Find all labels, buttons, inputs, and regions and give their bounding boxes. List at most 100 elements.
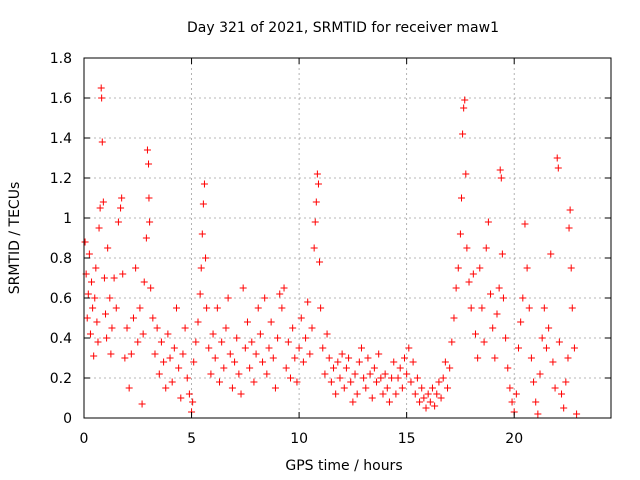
data-point bbox=[566, 206, 574, 214]
data-point bbox=[508, 398, 516, 406]
data-point bbox=[200, 180, 208, 188]
data-point bbox=[145, 194, 153, 202]
data-point bbox=[250, 378, 258, 386]
data-point bbox=[237, 390, 245, 398]
data-point bbox=[338, 350, 346, 358]
data-point bbox=[413, 374, 421, 382]
data-point bbox=[98, 94, 106, 102]
axis-ticks bbox=[83, 57, 611, 419]
data-point bbox=[168, 378, 176, 386]
data-point bbox=[289, 324, 297, 332]
data-point bbox=[175, 364, 183, 372]
data-points bbox=[81, 84, 581, 418]
data-point bbox=[564, 354, 572, 362]
data-point bbox=[269, 354, 277, 362]
data-point bbox=[91, 294, 99, 302]
data-point bbox=[256, 330, 264, 338]
data-point bbox=[246, 364, 254, 372]
data-point bbox=[364, 354, 372, 362]
data-point bbox=[280, 284, 288, 292]
data-point bbox=[118, 194, 126, 202]
data-point bbox=[254, 304, 262, 312]
y-tick-label: 0.8 bbox=[50, 251, 72, 267]
data-point bbox=[172, 304, 180, 312]
data-point bbox=[530, 378, 538, 386]
data-point bbox=[525, 304, 533, 312]
y-tick-label: 1.8 bbox=[50, 51, 72, 67]
data-point bbox=[370, 364, 378, 372]
data-point bbox=[480, 338, 488, 346]
data-point bbox=[428, 384, 436, 392]
data-point bbox=[304, 298, 312, 306]
data-point bbox=[129, 314, 137, 322]
data-point bbox=[276, 290, 284, 298]
data-point bbox=[153, 324, 161, 332]
data-point bbox=[157, 338, 165, 346]
data-point bbox=[452, 284, 460, 292]
data-point bbox=[332, 390, 340, 398]
data-point bbox=[381, 370, 389, 378]
data-point bbox=[448, 338, 456, 346]
data-point bbox=[469, 270, 477, 278]
data-point bbox=[347, 378, 355, 386]
data-point bbox=[114, 218, 122, 226]
data-point bbox=[388, 374, 396, 382]
data-point bbox=[316, 258, 324, 266]
data-point bbox=[458, 194, 466, 202]
data-point bbox=[409, 358, 417, 366]
data-point bbox=[474, 354, 482, 362]
data-point bbox=[345, 354, 353, 362]
chart-title: Day 321 of 2021, SRMTID for receiver maw… bbox=[187, 20, 499, 36]
data-point bbox=[134, 338, 142, 346]
data-point bbox=[431, 402, 439, 410]
data-point bbox=[170, 344, 178, 352]
data-point bbox=[209, 330, 217, 338]
data-point bbox=[164, 330, 172, 338]
data-point bbox=[396, 364, 404, 372]
data-point bbox=[151, 350, 159, 358]
data-point bbox=[89, 304, 97, 312]
data-point bbox=[567, 264, 575, 272]
data-point bbox=[398, 384, 406, 392]
data-point bbox=[542, 344, 550, 352]
data-point bbox=[90, 352, 98, 360]
data-point bbox=[545, 324, 553, 332]
data-point bbox=[313, 170, 321, 178]
data-point bbox=[403, 370, 411, 378]
data-point bbox=[147, 284, 155, 292]
data-point bbox=[334, 358, 342, 366]
data-point bbox=[102, 310, 110, 318]
data-point bbox=[560, 404, 568, 412]
data-point bbox=[454, 264, 462, 272]
data-point bbox=[177, 394, 185, 402]
data-point bbox=[554, 164, 562, 172]
data-point bbox=[265, 344, 273, 352]
data-point bbox=[84, 290, 92, 298]
data-point bbox=[411, 390, 419, 398]
data-point bbox=[317, 304, 325, 312]
data-point bbox=[241, 344, 249, 352]
data-point bbox=[162, 384, 170, 392]
data-point bbox=[81, 238, 89, 246]
data-point bbox=[274, 334, 282, 342]
data-point bbox=[194, 318, 202, 326]
data-point bbox=[220, 364, 228, 372]
data-point bbox=[558, 390, 566, 398]
data-point bbox=[107, 350, 115, 358]
data-point bbox=[181, 324, 189, 332]
data-point bbox=[465, 278, 473, 286]
data-point bbox=[497, 174, 505, 182]
data-point bbox=[143, 146, 151, 154]
data-point bbox=[570, 344, 578, 352]
data-point bbox=[224, 294, 232, 302]
data-point bbox=[385, 398, 393, 406]
data-point bbox=[366, 370, 374, 378]
data-point bbox=[112, 304, 120, 312]
data-point bbox=[103, 334, 111, 342]
data-point bbox=[119, 270, 127, 278]
y-tick-label: 1 bbox=[63, 211, 72, 227]
data-point bbox=[259, 358, 267, 366]
data-point bbox=[123, 324, 131, 332]
x-tick-label: 0 bbox=[80, 431, 89, 447]
data-point bbox=[190, 358, 198, 366]
